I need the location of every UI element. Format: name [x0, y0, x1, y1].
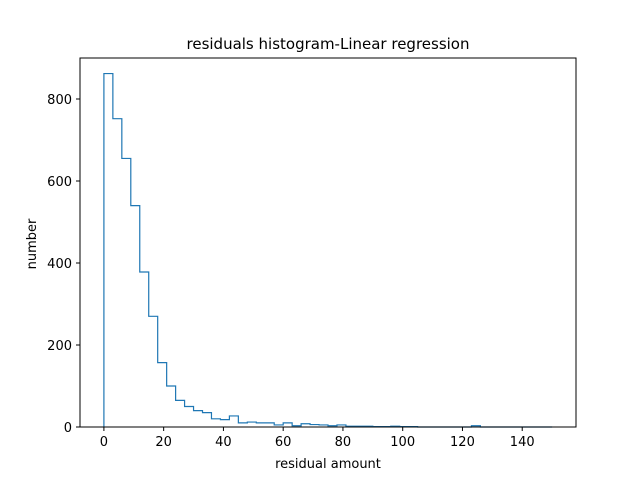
- y-axis-ticks: 0 200 400 600 800: [47, 93, 80, 436]
- axes-frame: [79, 57, 577, 428]
- y-axis-label: number: [25, 218, 40, 269]
- histogram-step-line: [103, 72, 553, 428]
- x-tick-label: 20: [155, 435, 172, 450]
- x-tick-label: 40: [215, 435, 232, 450]
- x-axis-label: residual amount: [275, 457, 381, 472]
- x-tick-label: 100: [390, 435, 415, 450]
- x-tick-label: 0: [100, 435, 108, 450]
- y-tick-label: 0: [64, 421, 72, 436]
- y-tick-label: 200: [47, 339, 72, 354]
- x-axis-ticks: 0 20 40 60 80 100 120 140: [100, 427, 535, 450]
- x-tick-label: 60: [275, 435, 292, 450]
- y-tick-label: 400: [47, 257, 72, 272]
- x-tick-label: 80: [335, 435, 352, 450]
- y-tick-label: 800: [47, 93, 72, 108]
- y-tick-label: 600: [47, 175, 72, 190]
- plot-area: [103, 72, 553, 428]
- x-tick-label: 120: [450, 435, 475, 450]
- x-tick-label: 140: [510, 435, 535, 450]
- chart-title: residuals histogram-Linear regression: [187, 35, 470, 53]
